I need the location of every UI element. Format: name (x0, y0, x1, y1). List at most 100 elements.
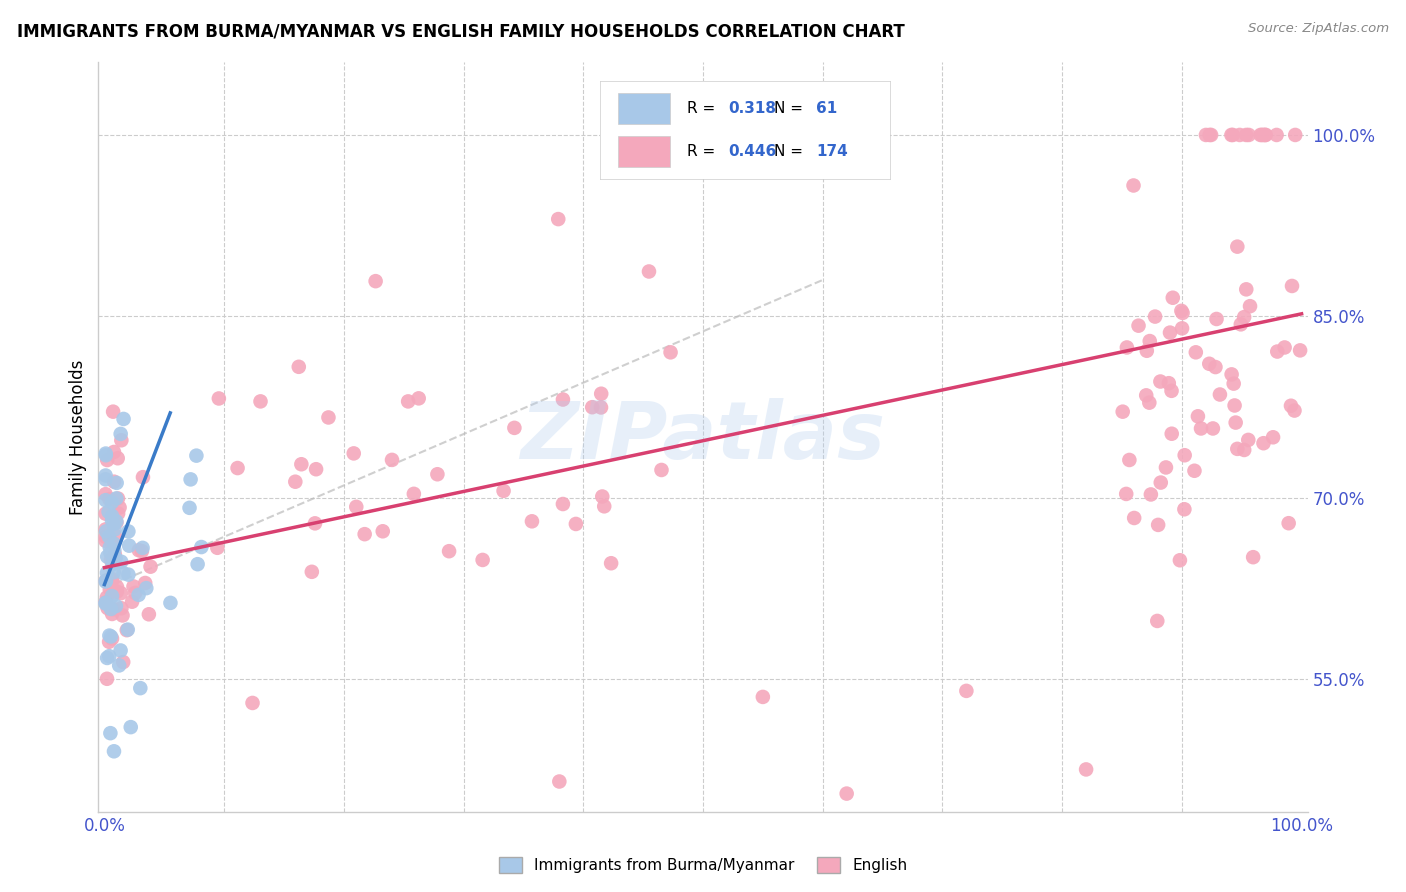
Point (103, 566, 125, 580)
Point (94, 468, 117, 483)
Point (105, 515, 128, 529)
Point (105, 584, 128, 599)
Point (94, 574, 117, 589)
Point (128, 588, 150, 602)
Point (548, 774, 571, 789)
Point (1284, 128, 1306, 142)
Point (94, 507, 117, 521)
Point (98, 492, 121, 507)
Point (402, 487, 425, 501)
Point (1251, 128, 1274, 142)
Point (1199, 128, 1222, 142)
Point (159, 596, 181, 610)
Point (103, 517, 125, 532)
Point (581, 400, 603, 414)
Point (98, 634, 121, 648)
Point (97, 530, 120, 544)
Point (105, 516, 128, 530)
Point (100, 546, 122, 560)
Point (1223, 399, 1246, 413)
Point (94, 522, 117, 536)
Point (1144, 310, 1167, 324)
Point (112, 655, 135, 669)
Point (101, 509, 124, 524)
Point (364, 274, 387, 288)
Point (108, 658, 131, 673)
Point (98, 582, 121, 597)
Point (1209, 387, 1232, 401)
Point (1226, 240, 1249, 254)
Point (101, 405, 124, 419)
Point (1202, 421, 1225, 435)
Point (138, 607, 160, 622)
Point (94, 448, 117, 462)
Point (344, 500, 367, 514)
Point (226, 461, 249, 475)
Point (284, 475, 307, 489)
Point (94, 595, 117, 609)
Point (101, 574, 124, 588)
Point (118, 539, 141, 553)
Point (1198, 128, 1220, 142)
Point (186, 449, 208, 463)
Point (105, 475, 128, 490)
Point (94, 487, 117, 501)
Point (101, 632, 124, 646)
Point (104, 547, 127, 561)
Point (131, 544, 153, 558)
Point (208, 392, 231, 406)
Point (1161, 291, 1184, 305)
Point (638, 264, 661, 278)
Point (98, 629, 121, 643)
Point (1187, 409, 1209, 424)
Point (103, 475, 125, 489)
Point (112, 566, 135, 581)
Point (1278, 516, 1301, 531)
Point (1146, 614, 1168, 628)
Point (101, 514, 124, 528)
Point (650, 463, 672, 477)
Point (1274, 341, 1296, 355)
Point (437, 544, 460, 558)
Point (121, 595, 143, 609)
Point (94, 574, 117, 588)
Point (107, 507, 129, 521)
Point (1254, 128, 1277, 142)
Point (396, 394, 419, 409)
Point (1136, 343, 1159, 358)
Point (180, 472, 202, 486)
Point (96, 453, 118, 467)
Point (117, 623, 139, 637)
Point (547, 212, 569, 227)
Point (134, 576, 156, 591)
Point (752, 690, 775, 704)
Y-axis label: Family Households: Family Households (69, 359, 87, 515)
Point (1234, 128, 1257, 142)
Point (1154, 460, 1177, 475)
Point (1204, 359, 1226, 374)
Point (117, 567, 139, 582)
Point (503, 421, 526, 435)
Point (94, 493, 117, 508)
Point (94, 597, 117, 611)
Point (426, 467, 449, 482)
Point (1139, 334, 1161, 348)
Point (1253, 436, 1275, 450)
Point (1149, 375, 1171, 389)
Point (110, 555, 132, 569)
Point (117, 524, 139, 539)
Point (94, 530, 117, 544)
Point (835, 787, 858, 801)
Point (551, 392, 574, 407)
Point (104, 551, 127, 566)
Point (101, 572, 124, 586)
Point (97, 601, 120, 615)
Point (1137, 395, 1160, 409)
Point (103, 554, 125, 568)
Point (1220, 368, 1243, 382)
Point (1226, 442, 1249, 456)
Point (131, 541, 153, 555)
Point (96, 591, 118, 605)
Point (1220, 128, 1243, 142)
Point (1147, 517, 1170, 532)
